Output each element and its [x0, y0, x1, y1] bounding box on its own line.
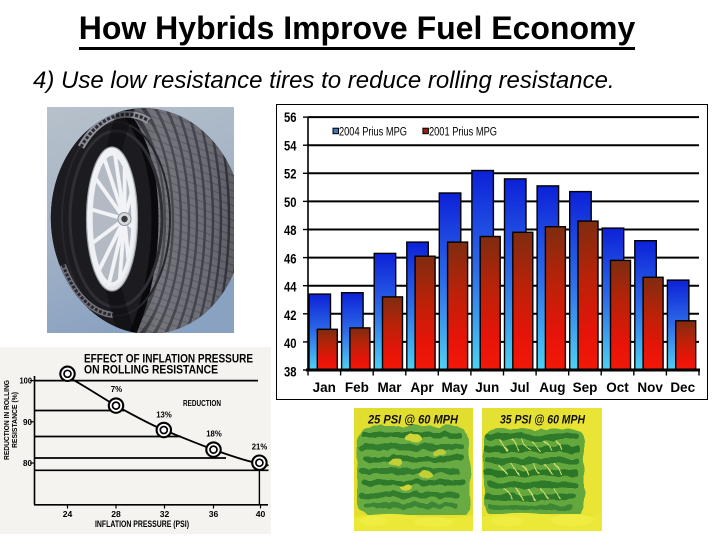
svg-text:42: 42: [284, 308, 297, 323]
svg-text:Aug: Aug: [539, 380, 565, 395]
svg-text:54: 54: [284, 138, 297, 153]
svg-text:40: 40: [256, 509, 266, 519]
svg-text:Feb: Feb: [345, 380, 369, 395]
svg-text:32: 32: [160, 509, 170, 519]
svg-text:13%: 13%: [156, 410, 172, 420]
svg-text:Jun: Jun: [475, 380, 499, 395]
svg-text:May: May: [441, 380, 468, 395]
svg-text:44: 44: [284, 280, 297, 295]
svg-text:56: 56: [284, 110, 297, 125]
svg-text:24: 24: [63, 509, 73, 519]
svg-text:Mar: Mar: [377, 380, 402, 395]
svg-text:7%: 7%: [111, 384, 123, 394]
svg-text:80: 80: [23, 458, 32, 468]
svg-text:Sep: Sep: [573, 380, 598, 395]
svg-text:52: 52: [284, 167, 297, 182]
svg-text:REDUCTION: REDUCTION: [183, 398, 221, 408]
svg-text:EFFECT OF INFLATION PRESSURE: EFFECT OF INFLATION PRESSURE: [84, 353, 253, 366]
svg-text:38: 38: [284, 365, 297, 380]
svg-text:RESISTANCE (%): RESISTANCE (%): [10, 391, 19, 448]
svg-text:Jan: Jan: [313, 380, 336, 395]
svg-text:Apr: Apr: [410, 380, 434, 395]
svg-text:35 PSI @ 60 MPH: 35 PSI @ 60 MPH: [500, 414, 586, 426]
svg-text:REDUCTION IN ROLLING: REDUCTION IN ROLLING: [2, 380, 11, 460]
svg-text:36: 36: [209, 509, 219, 519]
svg-text:Dec: Dec: [670, 380, 695, 395]
svg-text:2001 Prius MPG: 2001 Prius MPG: [429, 127, 497, 139]
svg-text:ON ROLLING RESISTANCE: ON ROLLING RESISTANCE: [84, 364, 218, 377]
svg-text:21%: 21%: [252, 442, 268, 452]
svg-text:2004 Prius MPG: 2004 Prius MPG: [339, 127, 407, 139]
svg-text:25 PSI @ 60 MPH: 25 PSI @ 60 MPH: [367, 414, 459, 426]
svg-text:48: 48: [284, 223, 297, 238]
svg-text:INFLATION PRESSURE (PSI): INFLATION PRESSURE (PSI): [95, 519, 189, 529]
svg-text:46: 46: [284, 251, 297, 266]
svg-text:Oct: Oct: [606, 380, 629, 395]
svg-text:40: 40: [284, 336, 297, 351]
svg-text:28: 28: [111, 509, 121, 519]
svg-text:50: 50: [284, 195, 297, 210]
svg-text:100: 100: [20, 376, 33, 386]
svg-text:Jul: Jul: [510, 380, 530, 395]
svg-text:18%: 18%: [206, 429, 222, 439]
svg-text:90: 90: [23, 417, 32, 427]
svg-text:Nov: Nov: [637, 380, 663, 395]
